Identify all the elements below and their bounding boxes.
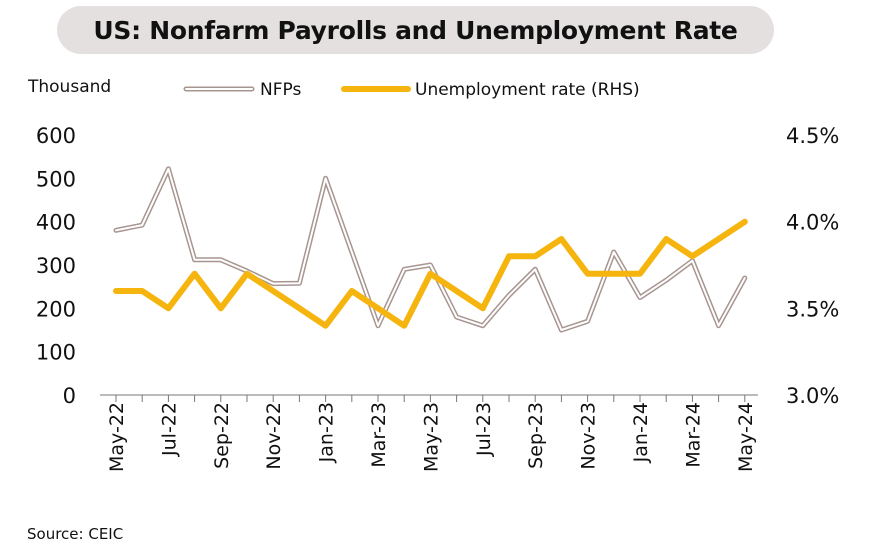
legend-unemployment-label: Unemployment rate (RHS) — [415, 80, 640, 100]
y-left-tick-label: 600 — [36, 124, 76, 148]
x-tick-label: Jan-23 — [316, 402, 338, 463]
x-tick-label: Nov-23 — [578, 402, 600, 470]
x-tick-label: May-22 — [106, 402, 128, 472]
y-left-tick-label: 100 — [36, 341, 76, 365]
x-tick-label: Mar-24 — [682, 402, 704, 468]
y-left-tick-label: 500 — [36, 167, 76, 191]
y-right-tick-label: 3.0% — [786, 384, 839, 408]
y-right-tick-label: 4.5% — [786, 124, 839, 148]
y-left-tick-label: 200 — [36, 297, 76, 321]
y-right-tick-label: 4.0% — [786, 211, 839, 235]
nfp-series-line-inner — [115, 167, 746, 331]
y-left-tick-label: 0 — [63, 384, 76, 408]
source-note: Source: CEIC — [27, 525, 124, 543]
x-tick-label: Sep-22 — [211, 402, 233, 469]
nfp-series-line — [113, 166, 748, 333]
x-tick-label: Mar-23 — [368, 402, 390, 468]
x-tick-label: Jul-23 — [473, 402, 495, 457]
x-tick-label: May-24 — [735, 402, 757, 472]
legend-nfp-label: NFPs — [260, 80, 301, 100]
x-tick-label: Jan-24 — [630, 402, 652, 463]
chart-title-pill: US: Nonfarm Payrolls and Unemployment Ra… — [57, 6, 774, 54]
left-axis-unit: Thousand — [27, 77, 111, 97]
y-left-tick-label: 400 — [36, 211, 76, 235]
unemployment-series-line — [113, 218, 748, 329]
y-left-tick-label: 300 — [36, 254, 76, 278]
x-tick-label: Nov-22 — [263, 402, 285, 470]
x-tick-label: May-23 — [420, 402, 442, 472]
x-tick-label: Sep-23 — [525, 402, 547, 469]
y-right-tick-label: 3.5% — [786, 297, 839, 321]
chart-title: US: Nonfarm Payrolls and Unemployment Ra… — [93, 15, 738, 45]
x-tick-label: Jul-22 — [158, 402, 180, 457]
